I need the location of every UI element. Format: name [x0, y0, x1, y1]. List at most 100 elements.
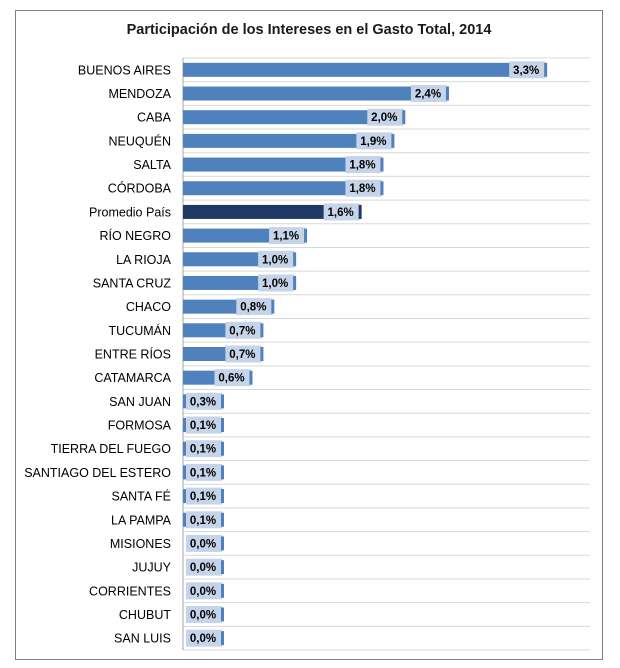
category-label: CÓRDOBA: [108, 181, 172, 196]
value-label: 0,1%: [190, 515, 216, 527]
value-label: 0,0%: [190, 633, 216, 645]
value-label-box: [186, 534, 222, 552]
value-label-box: [214, 369, 251, 387]
bar-end-marker: [293, 252, 297, 267]
category-label: LA RIOJA: [116, 253, 172, 267]
category-label: TIERRA DEL FUEGO: [51, 442, 172, 456]
bar-end-marker: [221, 631, 224, 646]
value-label-box: [225, 345, 262, 363]
bar-end-marker: [260, 323, 264, 338]
value-label: 0,1%: [190, 444, 216, 456]
value-label: 1,8%: [349, 183, 375, 195]
bar-end-marker: [293, 275, 297, 290]
category-label: CHUBUT: [119, 608, 171, 622]
bar-end-marker: [221, 418, 224, 433]
value-label: 3,3%: [513, 65, 539, 77]
value-label-box: [186, 487, 222, 505]
bar-end-marker: [221, 489, 224, 504]
value-label: 1,8%: [349, 160, 375, 172]
bar-end-marker: [380, 181, 384, 196]
bar: [183, 157, 380, 172]
value-label: 0,1%: [190, 420, 216, 432]
bar-end-marker: [221, 512, 224, 527]
value-label-box: [236, 298, 273, 316]
bar-end-marker: [304, 228, 308, 243]
value-label: 0,1%: [190, 467, 216, 479]
category-label: JUJUY: [132, 561, 172, 575]
value-label: 0,7%: [229, 325, 255, 337]
bar-end-marker: [221, 394, 224, 409]
value-label: 1,0%: [262, 254, 288, 266]
category-label: FORMOSA: [108, 419, 172, 433]
category-label: CABA: [137, 111, 172, 125]
value-label-box: [345, 156, 382, 174]
value-label: 1,0%: [262, 278, 288, 290]
category-label: CHACO: [126, 300, 171, 314]
value-label-box: [367, 108, 404, 126]
category-label: RÍO NEGRO: [99, 228, 171, 243]
value-label-box: [258, 250, 295, 268]
value-label-box: [186, 605, 222, 623]
value-label: 0,3%: [190, 396, 216, 408]
value-label-box: [269, 227, 306, 245]
value-label-box: [186, 416, 222, 434]
value-label: 0,0%: [190, 562, 216, 574]
value-label-box: [186, 629, 222, 647]
category-label: SAN JUAN: [109, 395, 171, 409]
category-label: ENTRE RÍOS: [95, 347, 171, 362]
category-label: CATAMARCA: [94, 371, 171, 385]
value-label: 1,6%: [328, 207, 354, 219]
value-label-box: [258, 274, 295, 292]
category-label: SALTA: [133, 158, 171, 172]
bar-end-marker: [391, 133, 395, 148]
bar: [183, 110, 402, 125]
value-label: 0,6%: [218, 373, 244, 385]
category-label: NEUQUÉN: [108, 133, 171, 148]
bar-end-marker: [221, 560, 224, 575]
category-label: SANTA FÉ: [111, 489, 171, 504]
bar-end-marker: [260, 347, 264, 361]
category-label: TUCUMÁN: [109, 323, 172, 338]
bar-end-marker: [221, 441, 224, 456]
category-label: SANTIAGO DEL ESTERO: [24, 466, 171, 480]
value-label-box: [186, 558, 222, 576]
value-label: 2,4%: [415, 89, 441, 101]
category-label: LA PAMPA: [111, 513, 172, 527]
category-label: SAN LUIS: [114, 632, 171, 646]
category-label: MISIONES: [110, 537, 171, 551]
bar: [183, 204, 358, 219]
bar: [183, 62, 544, 77]
value-label: 0,1%: [190, 491, 216, 503]
value-label-box: [186, 582, 222, 600]
bar-end-marker: [544, 62, 548, 77]
category-label: Promedio País: [89, 205, 171, 219]
value-label-box: [410, 85, 447, 103]
value-label: 1,1%: [273, 231, 299, 243]
value-label: 0,7%: [229, 349, 255, 361]
bar-end-marker: [402, 110, 406, 125]
category-label: MENDOZA: [109, 87, 172, 101]
value-label: 0,8%: [240, 302, 266, 314]
value-label: 2,0%: [371, 112, 397, 124]
bar: [183, 133, 391, 148]
bar-end-marker: [249, 370, 253, 385]
bar-end-marker: [221, 583, 224, 598]
value-label: 0,0%: [190, 538, 216, 550]
bar-end-marker: [445, 86, 449, 101]
category-label: CORRIENTES: [89, 584, 171, 598]
category-label: BUENOS AIRES: [78, 63, 171, 77]
value-label-box: [509, 61, 546, 79]
bar: [183, 86, 445, 101]
value-label-box: [225, 321, 262, 339]
chart-title: Participación de los Intereses en el Gas…: [126, 22, 492, 38]
category-label: SANTA CRUZ: [93, 276, 172, 290]
value-label-box: [186, 392, 222, 410]
value-label: 0,0%: [190, 609, 216, 621]
value-label-box: [356, 132, 393, 150]
value-label: 1,9%: [360, 136, 386, 148]
value-label: 0,0%: [190, 586, 216, 598]
bar-end-marker: [380, 157, 384, 172]
bar-end-marker: [271, 299, 275, 314]
bar-end-marker: [221, 536, 224, 551]
